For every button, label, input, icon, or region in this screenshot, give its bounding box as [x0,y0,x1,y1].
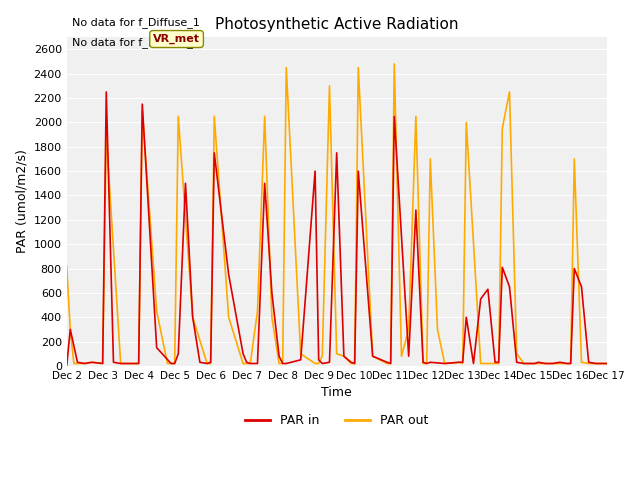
Text: VR_met: VR_met [153,34,200,44]
Text: No data for f_Diffuse_1: No data for f_Diffuse_1 [72,17,200,28]
Legend: PAR in, PAR out: PAR in, PAR out [240,409,433,432]
X-axis label: Time: Time [321,386,352,399]
Y-axis label: PAR (umol/m2/s): PAR (umol/m2/s) [15,150,28,253]
Title: Photosynthetic Active Radiation: Photosynthetic Active Radiation [215,17,458,32]
Text: No data for f_Diffuse_2: No data for f_Diffuse_2 [72,37,200,48]
